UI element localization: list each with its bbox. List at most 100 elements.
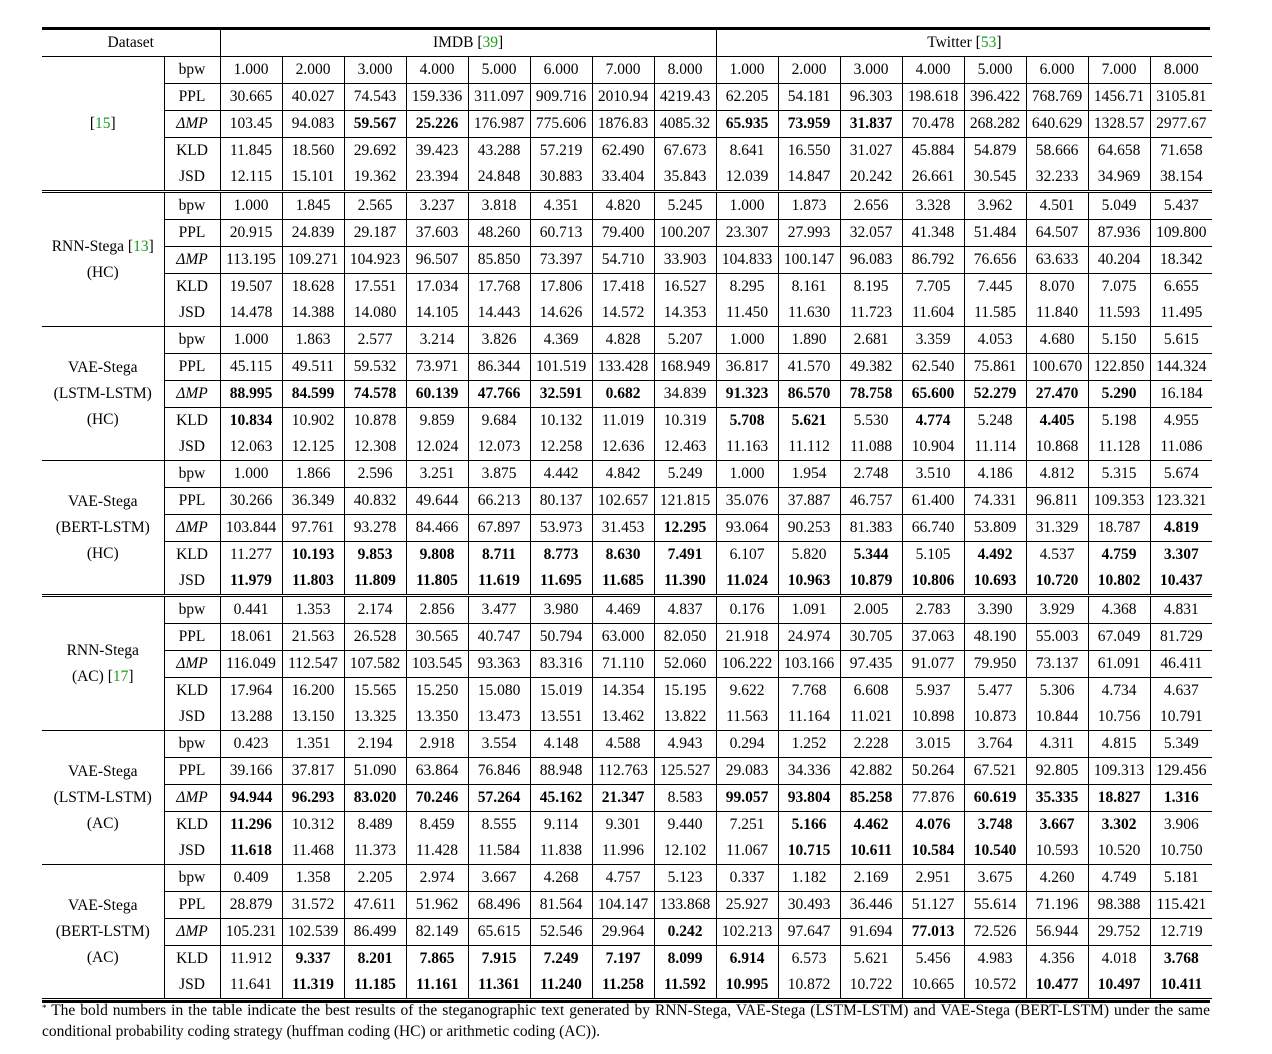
imdb-value-cell: 18.061 — [220, 623, 283, 651]
method-citation[interactable]: 17 — [112, 667, 129, 685]
twitter-value-cell: 144.324 — [1150, 353, 1213, 381]
imdb-value-cell: 4.442 — [530, 460, 593, 488]
twitter-value-cell: 20.242 — [840, 164, 903, 193]
twitter-value-cell: 5.049 — [1088, 191, 1151, 220]
metric-label-dmp: ΔMP — [164, 650, 221, 678]
imdb-value-cell: 11.838 — [530, 838, 593, 865]
twitter-value-cell: 30.705 — [840, 623, 903, 651]
metric-label-kld: KLD — [164, 273, 221, 300]
twitter-value-cell: 5.166 — [778, 811, 841, 838]
metric-label-dmp: ΔMP — [164, 918, 221, 946]
imdb-value-cell: 4219.43 — [654, 83, 717, 111]
imdb-value-cell: 0.409 — [220, 864, 283, 892]
imdb-value-cell: 159.336 — [406, 83, 469, 111]
metric-label-jsd: JSD — [164, 838, 221, 865]
table-row: PPL 45.115 49.511 59.532 73.971 86.344 101.519… — [42, 353, 1213, 381]
twitter-value-cell: 11.630 — [778, 300, 841, 327]
imdb-value-cell: 73.971 — [406, 353, 469, 381]
table-row: ΔMP 88.995 84.599 74.578 60.139 47.766 32.591 0… — [42, 380, 1213, 408]
imdb-value-cell: 86.344 — [468, 353, 531, 381]
twitter-value-cell: 4.637 — [1163, 682, 1199, 699]
twitter-value-cell: 3.667 — [1026, 811, 1089, 838]
imdb-value-cell: 19.507 — [220, 273, 283, 300]
imdb-value-cell: 2.205 — [344, 864, 407, 892]
table-row: PPL 39.166 37.817 51.090 63.864 76.846 88.948 1… — [42, 757, 1213, 785]
imdb-value-cell: 909.716 — [530, 83, 593, 111]
method-name-line: RNN-Stega [13] — [51, 237, 154, 255]
twitter-value-cell: 5.820 — [778, 541, 841, 568]
imdb-value-cell: 12.295 — [654, 514, 717, 542]
imdb-value-cell: 59.532 — [344, 353, 407, 381]
table-row: ΔMP 116.049 112.547 107.582 103.545 93.363 83.… — [42, 650, 1213, 678]
twitter-value-cell: 10.593 — [1026, 838, 1089, 865]
imdb-value-cell: 31.572 — [282, 891, 345, 919]
imdb-value-cell: 31.453 — [592, 514, 655, 542]
twitter-value-cell: 2.748 — [840, 460, 903, 488]
twitter-value-cell: 10.722 — [840, 972, 903, 999]
imdb-value-cell: 9.859 — [406, 407, 469, 434]
table-row: KLD 17.964 16.200 15.565 15.250 15.080 15.019 1… — [42, 677, 1212, 704]
imdb-value-cell: 17.806 — [530, 273, 593, 300]
twitter-value-cell: 52.279 — [964, 380, 1027, 408]
table-row: RNN-Stega (AC) [17] bpw 0.441 1.353 2.174 2.85… — [42, 595, 1213, 731]
table-row: JSD 12.115 15.101 19.362 23.394 24.848 30.883 3… — [42, 164, 1213, 193]
imdb-value-cell: 20.915 — [220, 219, 283, 247]
imdb-value-cell: 0.441 — [220, 595, 283, 624]
imdb-value-cell: 36.349 — [282, 487, 345, 515]
imdb-value-cell: 82.050 — [654, 623, 717, 651]
twitter-value-cell: 2.783 — [902, 595, 965, 624]
twitter-value-cell: 10.584 — [902, 838, 965, 865]
imdb-value-cell: 133.428 — [592, 353, 655, 381]
twitter-value-cell: 73.959 — [778, 110, 841, 138]
twitter-value-cell: 71.196 — [1026, 891, 1089, 919]
imdb-value-cell: 14.354 — [592, 677, 655, 704]
method-citation[interactable]: 13 — [133, 237, 149, 255]
imdb-value-cell: 11.584 — [468, 838, 531, 865]
imdb-value-cell: 101.519 — [530, 353, 593, 381]
imdb-value-cell: 60.713 — [530, 219, 593, 247]
twitter-value-cell: 98.388 — [1088, 891, 1151, 919]
imdb-value-cell: 1.000 — [220, 56, 283, 84]
twitter-value-cell: 5.937 — [902, 677, 965, 704]
twitter-value-cell: 4.405 — [1026, 407, 1089, 434]
twitter-value-cell: 106.222 — [716, 650, 779, 678]
twitter-value-cell: 58.666 — [1026, 137, 1089, 164]
twitter-value-cell: 3.764 — [964, 730, 1027, 758]
twitter-value-cell: 0.337 — [716, 864, 779, 892]
imdb-value-cell: 79.400 — [592, 219, 655, 247]
imdb-value-cell: 7.865 — [406, 945, 469, 972]
twitter-value-cell: 4.812 — [1026, 460, 1089, 488]
imdb-value-cell: 8.099 — [654, 945, 717, 972]
twitter-value-cell: 4.053 — [964, 326, 1027, 354]
imdb-value-cell: 0.682 — [592, 380, 655, 408]
imdb-value-cell: 52.546 — [530, 918, 593, 946]
imdb-citation[interactable]: 39 — [482, 34, 498, 51]
imdb-value-cell: 11.240 — [530, 972, 593, 999]
imdb-value-cell: 4.000 — [406, 56, 469, 84]
twitter-value-cell: 32.057 — [840, 219, 903, 247]
imdb-value-cell: 113.195 — [220, 246, 283, 274]
imdb-value-cell: 11.979 — [220, 568, 283, 597]
method-citation[interactable]: 15 — [95, 114, 111, 132]
twitter-value-cell: 76.656 — [964, 246, 1027, 274]
imdb-value-cell: 2.174 — [344, 595, 407, 624]
method-name-line: VAE-Stega — [68, 492, 138, 510]
twitter-value-cell: 99.057 — [716, 784, 779, 812]
imdb-value-cell: 2.565 — [344, 191, 407, 220]
imdb-value-cell: 4.943 — [654, 730, 717, 758]
imdb-value-cell: 104.147 — [592, 891, 655, 919]
twitter-value-cell: 4.311 — [1026, 730, 1089, 758]
twitter-value-cell: 3.962 — [964, 191, 1027, 220]
imdb-value-cell: 4.757 — [592, 864, 655, 892]
imdb-value-cell: 10.132 — [530, 407, 593, 434]
table-row: VAE-Stega (LSTM-LSTM) (HC) bpw 1.000 1.863 2.5… — [42, 326, 1213, 461]
twitter-value-cell: 1.252 — [778, 730, 841, 758]
imdb-value-cell: 26.528 — [344, 623, 407, 651]
twitter-value-cell: 10.715 — [778, 838, 841, 865]
imdb-value-cell: 29.187 — [344, 219, 407, 247]
imdb-value-cell: 7.249 — [530, 945, 593, 972]
twitter-citation[interactable]: 53 — [980, 34, 997, 51]
imdb-value-cell: 121.815 — [654, 487, 717, 515]
twitter-value-cell: 92.805 — [1026, 757, 1089, 785]
twitter-value-cell: 11.024 — [716, 568, 779, 597]
